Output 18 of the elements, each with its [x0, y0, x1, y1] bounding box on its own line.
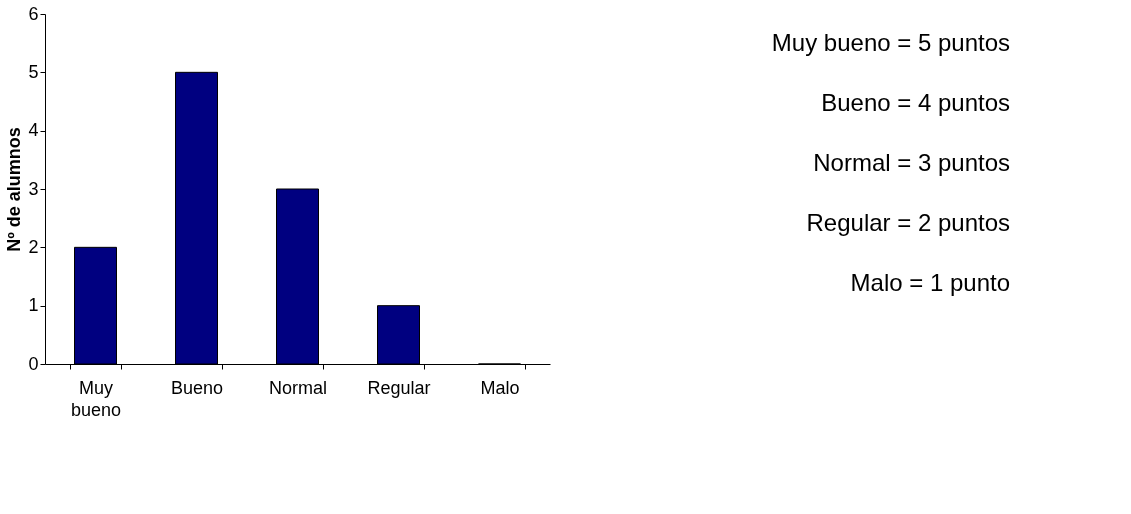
y-tick-label: 4: [28, 120, 39, 141]
x-tick-label: Malo: [480, 377, 520, 398]
y-tick-label: 3: [28, 178, 39, 199]
text: Bueno = 4 puntos: [821, 89, 1010, 116]
y-tick-label: 5: [28, 61, 39, 82]
y-axis-title: Nº de alumnos: [4, 127, 25, 252]
text: Malo = 1 punto: [850, 269, 1010, 296]
y-tick-label: 0: [28, 353, 39, 374]
x-tick-label: Normal: [268, 377, 328, 398]
x-tick-label: Bueno: [170, 377, 224, 398]
y-tick-label: 2: [28, 236, 39, 257]
text: Regular = 2 puntos: [806, 209, 1010, 236]
text: Normal = 3 puntos: [813, 149, 1010, 176]
y-tick-label: 1: [28, 295, 39, 316]
x-tick-label: Muy bueno: [70, 377, 122, 420]
x-tick-label: Regular: [367, 377, 431, 398]
text: Muy bueno = 5 puntos: [771, 29, 1010, 56]
y-tick-label: 6: [28, 3, 39, 24]
